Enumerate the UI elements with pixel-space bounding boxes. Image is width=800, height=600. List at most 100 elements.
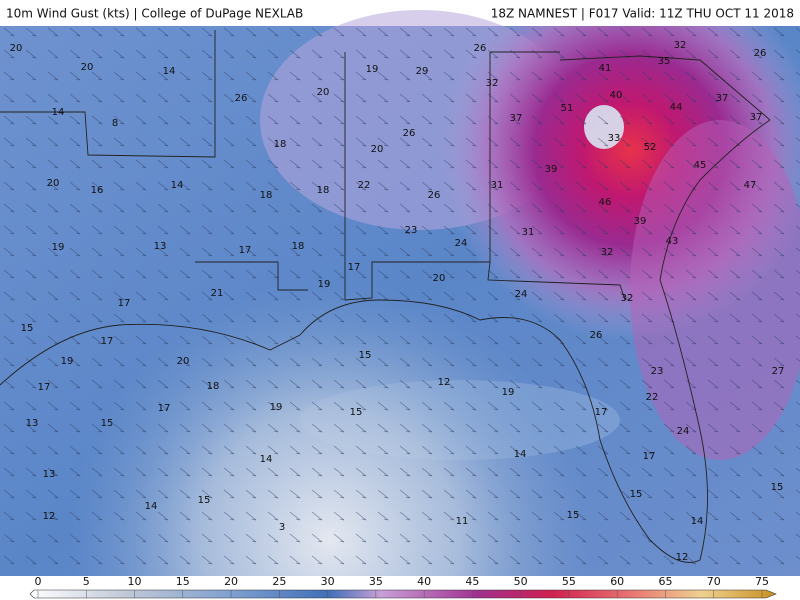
colorbar-tick-label: 55 <box>562 575 576 588</box>
colorbar-tick-label: 75 <box>755 575 769 588</box>
gust-label: 37 <box>750 112 763 123</box>
gust-label: 15 <box>567 510 580 521</box>
gust-label: 51 <box>561 103 574 114</box>
gust-label: 26 <box>590 330 603 341</box>
gust-label: 18 <box>317 185 330 196</box>
gust-label: 26 <box>428 190 441 201</box>
gust-label: 14 <box>514 449 527 460</box>
gust-label: 15 <box>359 350 372 361</box>
gust-label: 15 <box>101 418 114 429</box>
gust-label: 32 <box>601 247 614 258</box>
gust-label: 45 <box>694 160 707 171</box>
colorbar-tick-label: 5 <box>83 575 90 588</box>
gust-label: 26 <box>235 93 248 104</box>
gust-label: 47 <box>744 180 757 191</box>
gust-label: 13 <box>154 241 167 252</box>
colorbar-tick-label: 65 <box>658 575 672 588</box>
colorbar-tick-label: 50 <box>514 575 528 588</box>
gust-label: 29 <box>416 66 429 77</box>
gust-label: 17 <box>158 403 171 414</box>
gust-label: 20 <box>433 273 446 284</box>
gust-label: 31 <box>522 227 535 238</box>
gust-label: 39 <box>545 164 558 175</box>
gust-label: 37 <box>716 93 729 104</box>
gust-label: 14 <box>691 516 704 527</box>
header-right: 18Z NAMNEST | F017 Valid: 11Z THU OCT 11… <box>491 7 794 21</box>
gust-label: 12 <box>438 377 451 388</box>
gust-label: 24 <box>455 238 468 249</box>
colorbar-tick-label: 0 <box>35 575 42 588</box>
colorbar-tick-label: 30 <box>321 575 335 588</box>
gust-label: 17 <box>118 298 131 309</box>
gust-label: 17 <box>101 336 114 347</box>
colorbar-tick-label: 15 <box>176 575 190 588</box>
gust-label: 32 <box>621 293 634 304</box>
gust-label: 18 <box>260 190 273 201</box>
gust-label: 12 <box>43 511 56 522</box>
gust-label: 17 <box>38 382 51 393</box>
gust-label: 15 <box>198 495 211 506</box>
gust-label: 15 <box>771 482 784 493</box>
gust-label: 15 <box>350 407 363 418</box>
gust-label: 24 <box>515 289 528 300</box>
gust-label: 35 <box>658 56 671 67</box>
gust-label: 20 <box>371 144 384 155</box>
gust-label: 18 <box>292 241 305 252</box>
gust-label: 13 <box>26 418 39 429</box>
gust-label: 43 <box>666 236 679 247</box>
gust-label: 20 <box>47 178 60 189</box>
gust-label: 14 <box>145 501 158 512</box>
gust-label: 14 <box>163 66 176 77</box>
gust-label: 24 <box>677 426 690 437</box>
gust-label: 11 <box>456 516 469 527</box>
gust-label: 19 <box>318 279 331 290</box>
gust-label: 12 <box>676 552 689 563</box>
gust-label: 19 <box>61 356 74 367</box>
gust-label: 15 <box>630 489 643 500</box>
colorbar-tick-label: 70 <box>707 575 721 588</box>
gust-label: 21 <box>211 288 224 299</box>
gust-label: 20 <box>81 62 94 73</box>
gust-label: 20 <box>10 43 23 54</box>
gust-label: 32 <box>486 78 499 89</box>
gust-label: 18 <box>274 139 287 150</box>
gust-label: 40 <box>610 90 623 101</box>
gust-label: 32 <box>674 40 687 51</box>
gust-label: 46 <box>599 197 612 208</box>
gust-label: 26 <box>754 48 767 59</box>
gust-label: 20 <box>317 87 330 98</box>
gust-label: 26 <box>474 43 487 54</box>
gust-label: 44 <box>670 102 683 113</box>
colorbar-tick-label: 60 <box>610 575 624 588</box>
colorbar-tick-label: 20 <box>224 575 238 588</box>
gust-label: 27 <box>772 366 785 377</box>
gust-label: 8 <box>112 118 118 129</box>
colorbar <box>29 589 777 599</box>
gust-label: 33 <box>608 133 621 144</box>
gust-label: 23 <box>651 366 664 377</box>
gust-label: 19 <box>270 402 283 413</box>
gust-label: 37 <box>510 113 523 124</box>
gust-label: 22 <box>646 392 659 403</box>
gust-label: 3 <box>279 522 285 533</box>
colorbar-tick-label: 25 <box>272 575 286 588</box>
gust-label: 19 <box>366 64 379 75</box>
gust-label: 17 <box>643 451 656 462</box>
header-left: 10m Wind Gust (kts) | College of DuPage … <box>6 7 303 21</box>
gust-label: 17 <box>595 407 608 418</box>
map-field <box>0 10 800 576</box>
gust-label: 20 <box>177 356 190 367</box>
gust-label: 17 <box>239 245 252 256</box>
gust-label: 31 <box>491 180 504 191</box>
gust-label: 19 <box>502 387 515 398</box>
gust-label: 13 <box>43 469 56 480</box>
colorbar-tick-label: 45 <box>465 575 479 588</box>
gust-label: 39 <box>634 216 647 227</box>
gust-label: 41 <box>599 63 612 74</box>
gust-label: 52 <box>644 142 657 153</box>
gust-label: 18 <box>207 381 220 392</box>
colorbar-tick-label: 40 <box>417 575 431 588</box>
gust-label: 19 <box>52 242 65 253</box>
